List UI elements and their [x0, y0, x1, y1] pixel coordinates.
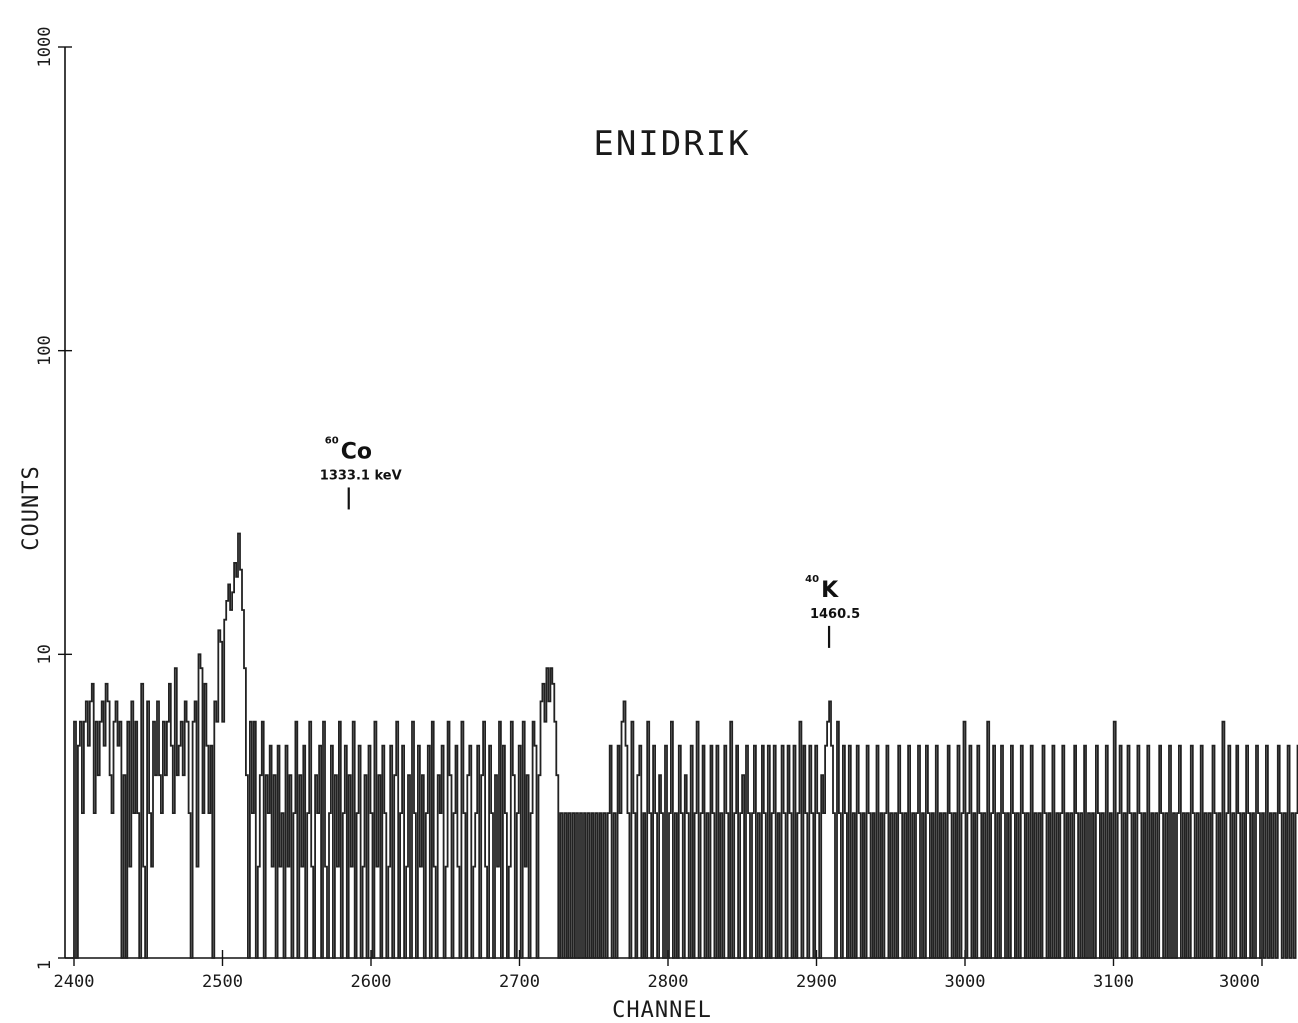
isotope-mass-label: 60 — [325, 435, 339, 446]
x-tick-label: 3100 — [1093, 972, 1134, 992]
isotope-mass-label: 40 — [805, 574, 819, 585]
y-axis-title: COUNTS — [19, 465, 44, 550]
peak-annotation: 1460.5 40 K — [805, 574, 860, 648]
chart-title: ENIDRIK — [593, 124, 750, 164]
isotope-symbol-label: Co — [341, 439, 372, 464]
peak-energy-label: 1460.5 — [810, 607, 860, 622]
x-tick-label: 2400 — [54, 972, 95, 992]
x-tick-label: 2700 — [499, 972, 540, 992]
peak-annotations: 1333.1 keV 60 Co 1460.5 40 K — [320, 435, 860, 648]
y-tick-label: 1000 — [35, 27, 55, 68]
y-ticks: 1 10 100 1000 — [35, 27, 72, 970]
x-tick-label: 2500 — [202, 972, 243, 992]
y-tick-label: 1 — [35, 960, 55, 970]
isotope-symbol-label: K — [821, 578, 839, 603]
x-tick-label: 3000 — [945, 972, 986, 992]
y-tick-label: 10 — [35, 644, 55, 664]
x-tick-label: 2900 — [796, 972, 837, 992]
y-tick-label: 100 — [35, 335, 55, 366]
peak-energy-label: 1333.1 keV — [320, 468, 402, 483]
spectrum-series-line — [72, 532, 1298, 959]
x-tick-label: 2800 — [648, 972, 689, 992]
x-tick-label: 2600 — [351, 972, 392, 992]
x-tick-label: 3000 — [1219, 972, 1260, 992]
peak-annotation: 1333.1 keV 60 Co — [320, 435, 402, 510]
x-axis-title: CHANNEL — [612, 998, 712, 1023]
x-ticks: 2400 2500 2600 2700 2800 2900 3000 3100 3000 — [54, 950, 1263, 992]
